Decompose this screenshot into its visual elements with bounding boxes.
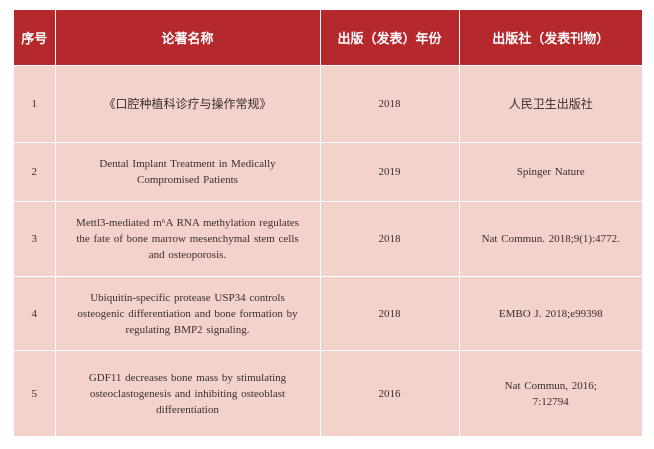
cell-year: 2018 xyxy=(320,201,460,277)
cell-year: 2019 xyxy=(320,142,460,202)
cell-serial-no: 3 xyxy=(14,201,56,277)
cell-publisher: 人民卫生出版社 xyxy=(459,65,642,143)
header-publisher: 出版社（发表刊物） xyxy=(459,10,642,66)
cell-year: 2018 xyxy=(320,276,460,351)
table-row: 4 Ubiquitin-specific protease USP34 cont… xyxy=(14,276,642,351)
publications-table-wrapper: 序号 论著名称 出版（发表）年份 出版社（发表刊物） 1 《口腔种植科诊疗与操作… xyxy=(14,10,642,436)
title-line: Ubiquitin-specific protease USP34 contro… xyxy=(90,291,285,304)
cell-work-title: GDF11 decreases bone mass by stimulating… xyxy=(55,350,321,436)
publisher-line: Spinger Nature xyxy=(516,166,585,178)
cell-year: 2018 xyxy=(320,65,460,143)
table-row: 2 Dental Implant Treatment in Medically … xyxy=(14,142,642,202)
title-line: osteoclastogenesis and inhibiting osteob… xyxy=(89,387,286,400)
publisher-line: 7:12794 xyxy=(532,395,569,408)
publisher-line: 人民卫生出版社 xyxy=(508,97,593,111)
cell-work-title: Ubiquitin-specific protease USP34 contro… xyxy=(55,276,321,351)
cell-work-title: 《口腔种植科诊疗与操作常规》 xyxy=(55,65,321,143)
cell-work-title: Mettl3-mediated m⁶A RNA methylation regu… xyxy=(55,201,321,277)
title-line: 《口腔种植科诊疗与操作常规》 xyxy=(103,97,272,111)
publisher-line: EMBO J. 2018;e99398 xyxy=(498,307,603,320)
table-row: 5 GDF11 decreases bone mass by stimulati… xyxy=(14,350,642,436)
title-line: Mettl3-mediated m⁶A RNA methylation regu… xyxy=(76,217,299,229)
title-line: regulating BMP2 signaling. xyxy=(125,323,250,336)
cell-publisher: Nat Commun. 2018;9(1):4772. xyxy=(459,201,642,277)
title-line: GDF11 decreases bone mass by stimulating xyxy=(88,371,287,384)
publisher-line: Nat Commun. 2018;9(1):4772. xyxy=(481,233,620,245)
cell-year: 2016 xyxy=(320,350,460,436)
cell-serial-no: 4 xyxy=(14,276,56,351)
table-row: 3 Mettl3-mediated m⁶A RNA methylation re… xyxy=(14,201,642,277)
title-line: osteogenic differentiation and bone form… xyxy=(77,307,298,320)
table-header-row: 序号 论著名称 出版（发表）年份 出版社（发表刊物） xyxy=(14,10,642,66)
cell-serial-no: 2 xyxy=(14,142,56,202)
cell-serial-no: 5 xyxy=(14,350,56,436)
table-row: 1 《口腔种植科诊疗与操作常规》 2018 人民卫生出版社 xyxy=(14,65,642,143)
header-publication-year: 出版（发表）年份 xyxy=(320,10,460,66)
header-serial-no: 序号 xyxy=(14,10,56,66)
title-line: Dental Implant Treatment in Medically xyxy=(99,158,276,170)
title-line: and osteoporosis. xyxy=(148,249,227,261)
cell-publisher: EMBO J. 2018;e99398 xyxy=(459,276,642,351)
cell-publisher: Spinger Nature xyxy=(459,142,642,202)
cell-publisher: Nat Commun, 2016; 7:12794 xyxy=(459,350,642,436)
publications-table: 序号 论著名称 出版（发表）年份 出版社（发表刊物） 1 《口腔种植科诊疗与操作… xyxy=(14,10,642,436)
title-line: the fate of bone marrow mesenchymal stem… xyxy=(76,233,299,245)
title-line: differentiation xyxy=(156,403,219,416)
cell-work-title: Dental Implant Treatment in Medically Co… xyxy=(55,142,321,202)
header-work-title: 论著名称 xyxy=(55,10,321,66)
cell-serial-no: 1 xyxy=(14,65,56,143)
title-line: Compromised Patients xyxy=(137,174,238,186)
publisher-line: Nat Commun, 2016; xyxy=(504,379,597,392)
